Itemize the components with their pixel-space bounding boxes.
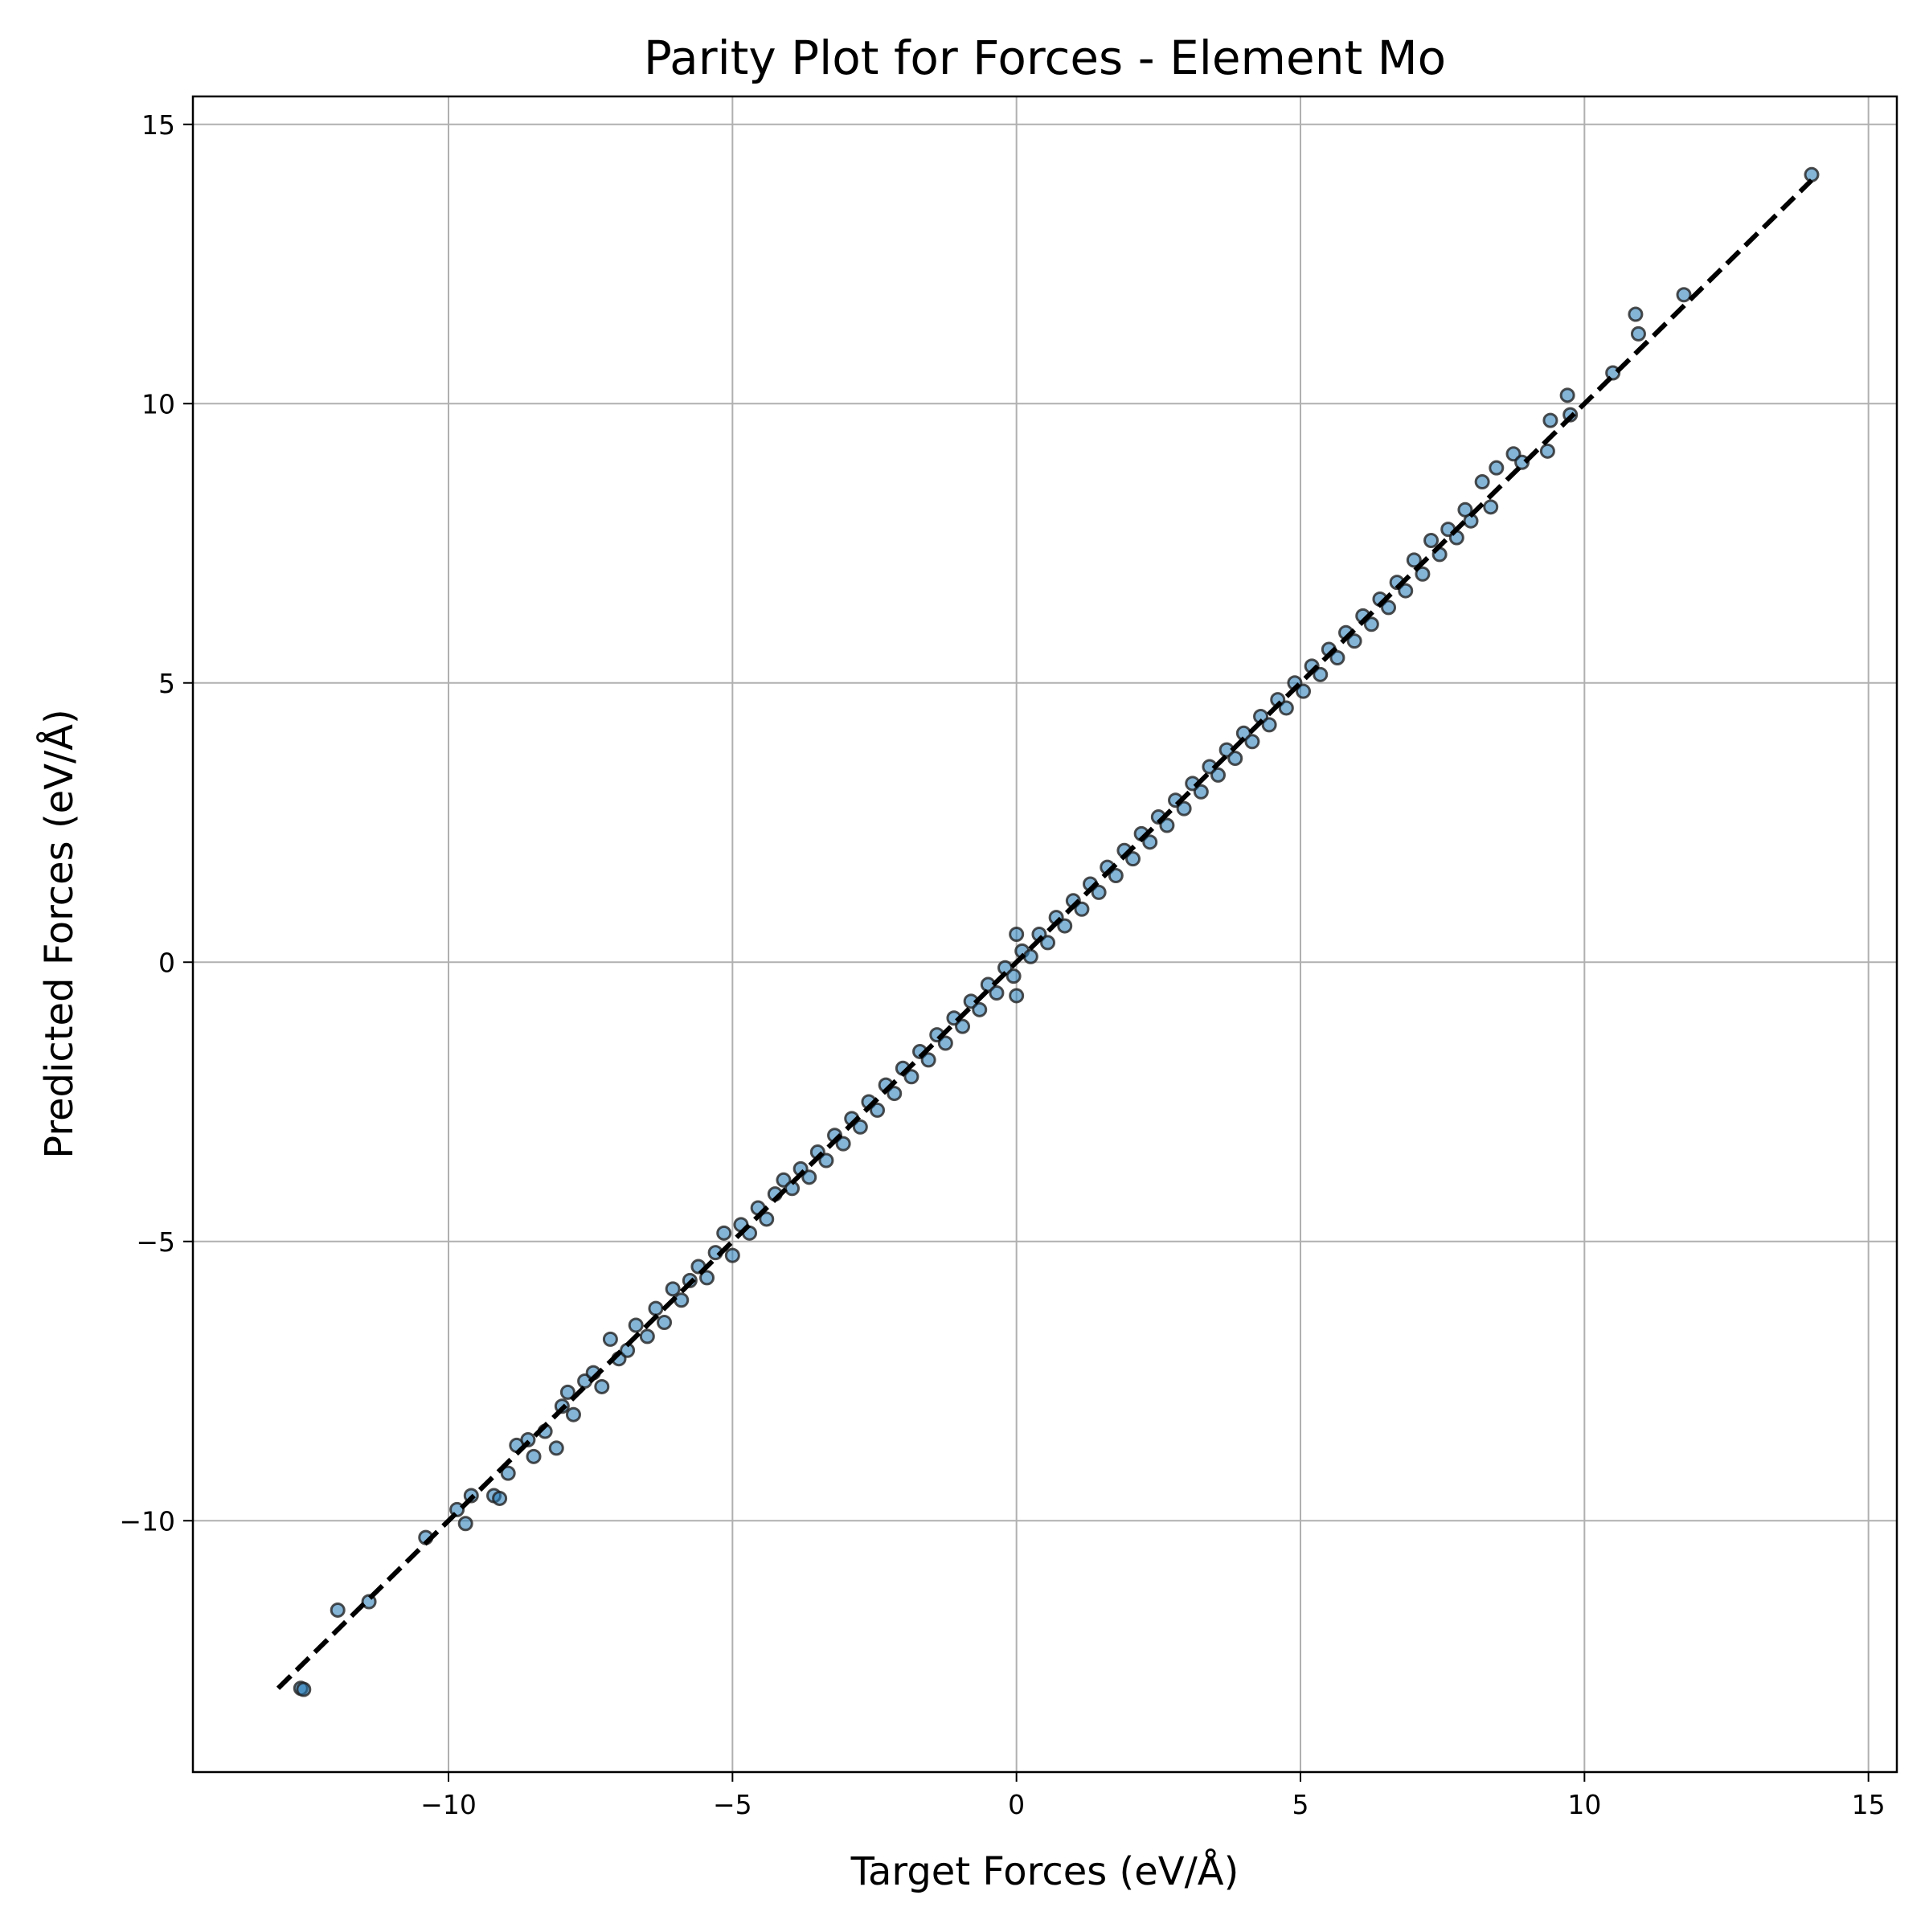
- scatter-point: [1676, 287, 1692, 303]
- scatter-point: [1474, 474, 1490, 490]
- scatter-point: [1210, 767, 1227, 783]
- scatter-point: [1091, 884, 1107, 900]
- scatter-point: [1630, 325, 1646, 342]
- scatter-point: [639, 1328, 655, 1345]
- scatter-point: [457, 1516, 473, 1532]
- scatter-point: [1057, 918, 1073, 934]
- scatter-point: [1193, 784, 1209, 800]
- scatter-point: [1261, 717, 1277, 733]
- x-tick-label: 15: [1852, 1789, 1886, 1820]
- scatter-point: [1022, 948, 1038, 964]
- scatter-point: [1009, 988, 1025, 1004]
- scatter-point: [1539, 443, 1555, 459]
- scatter-point: [1176, 800, 1192, 817]
- scatter-point: [330, 1602, 346, 1618]
- scatter-point: [1108, 868, 1124, 884]
- y-tick-label: 0: [158, 947, 175, 978]
- scatter-point: [852, 1119, 868, 1135]
- x-axis-label: Target Forces (eV/Å): [850, 1848, 1239, 1894]
- scatter-point: [602, 1331, 618, 1347]
- scatter-point: [565, 1406, 581, 1422]
- scatter-point: [648, 1300, 664, 1316]
- scatter-point: [1363, 616, 1379, 632]
- scatter-point: [548, 1440, 564, 1456]
- scatter-point: [1804, 166, 1820, 182]
- scatter-point: [835, 1136, 851, 1152]
- chart-title: Parity Plot for Forces - Element Mo: [644, 31, 1446, 85]
- scatter-point: [1159, 817, 1175, 833]
- scatter-point: [1423, 533, 1440, 549]
- scatter-point: [955, 1018, 971, 1034]
- y-tick-label: 5: [158, 668, 175, 699]
- y-tick-label: −5: [136, 1226, 175, 1258]
- ticks-layer: −10 −5 0 5 10 15 −10 −5 0 5 10 15: [119, 109, 1885, 1820]
- y-tick-label: 15: [141, 109, 175, 141]
- scatter-point: [972, 1001, 988, 1017]
- scatter-point: [887, 1086, 903, 1102]
- scatter-point: [1296, 683, 1312, 699]
- x-tick-label: 0: [1008, 1789, 1025, 1820]
- scatter-point: [674, 1292, 690, 1308]
- scatter-point: [989, 984, 1005, 1001]
- plot-frame: [191, 95, 1898, 1774]
- scatter-point: [559, 1384, 575, 1400]
- x-tick-label: −10: [420, 1789, 477, 1820]
- scatter-point: [1040, 935, 1056, 951]
- scatter-point: [594, 1378, 610, 1394]
- y-axis-label: Predicted Forces (eV/Å): [36, 709, 82, 1159]
- scatter-point: [500, 1465, 516, 1481]
- scatter-point: [1227, 751, 1243, 767]
- scatter-point: [870, 1102, 886, 1118]
- scatter-point: [1346, 633, 1362, 649]
- scatter-point: [1313, 666, 1329, 682]
- scatter-point: [1009, 927, 1025, 942]
- x-tick-label: −5: [713, 1789, 752, 1820]
- scatter-point: [1125, 851, 1141, 867]
- scatter-point: [1142, 834, 1158, 850]
- x-tick-label: 5: [1292, 1789, 1309, 1820]
- scatter-point: [1406, 552, 1422, 568]
- scatter-point: [1559, 387, 1575, 403]
- scatter-point: [903, 1069, 919, 1085]
- scatter-point: [1278, 700, 1294, 716]
- scatter-point: [1329, 649, 1345, 665]
- scatter-point: [724, 1247, 740, 1263]
- scatter-point: [699, 1270, 715, 1286]
- scatter-point: [526, 1448, 542, 1464]
- scatter-point: [492, 1490, 508, 1506]
- scatter-point: [716, 1225, 732, 1241]
- y-tick-label: −10: [119, 1505, 175, 1537]
- scatter-point: [1628, 306, 1644, 322]
- x-tick-label: 10: [1567, 1789, 1601, 1820]
- scatter-point: [665, 1281, 681, 1297]
- scatter-point: [818, 1152, 834, 1169]
- scatter-point: [296, 1681, 312, 1697]
- scatter-point: [1074, 901, 1090, 917]
- scatter-point: [1398, 583, 1414, 599]
- scatter-point: [920, 1052, 936, 1068]
- y-tick-label: 10: [141, 388, 175, 420]
- scatter-point: [1415, 566, 1431, 582]
- scatter-point: [1489, 460, 1505, 476]
- scatter-point: [801, 1169, 817, 1185]
- scatter-point: [937, 1035, 953, 1051]
- scatter-point: [1244, 734, 1260, 750]
- scatter-point: [1483, 499, 1499, 515]
- scatter-point: [1005, 968, 1022, 984]
- scatter-point: [759, 1211, 775, 1227]
- grid-layer: [193, 96, 1897, 1772]
- scatter-point: [1542, 412, 1558, 428]
- scatter-point: [1381, 600, 1397, 616]
- scatter-point: [657, 1315, 673, 1331]
- scatter-point: [628, 1317, 644, 1333]
